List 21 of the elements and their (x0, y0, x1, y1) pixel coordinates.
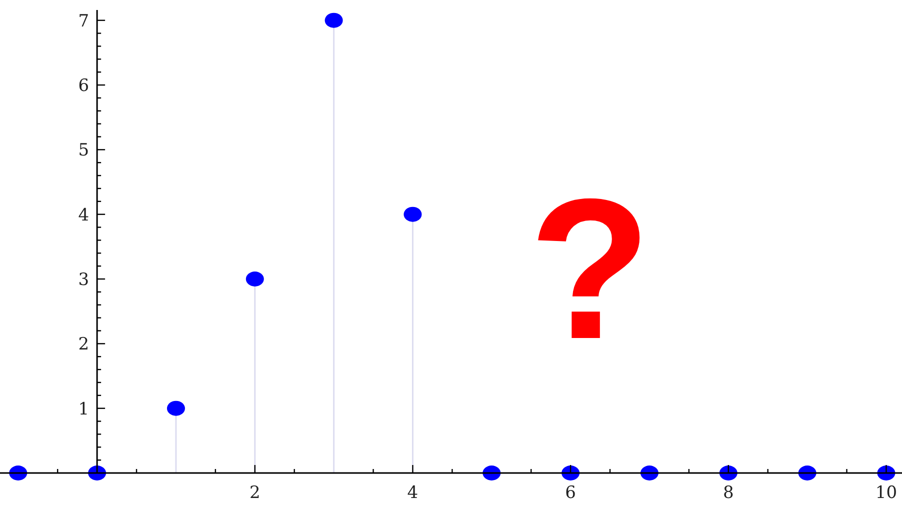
y-tick-label: 6 (78, 76, 90, 96)
point (482, 466, 501, 480)
y-tick-label: 4 (78, 205, 90, 226)
y-tick-label: 2 (78, 334, 90, 355)
x-tick-label: 2 (249, 483, 260, 503)
point (9, 466, 28, 480)
y-tick-label: 1 (78, 399, 90, 420)
x-tick-label: 6 (565, 483, 576, 503)
point (798, 466, 816, 480)
point (324, 12, 343, 28)
x-tick-label: 10 (875, 483, 898, 503)
x-tick-label: 4 (407, 483, 418, 503)
point (166, 400, 185, 416)
point (404, 206, 422, 222)
y-tick-label: 5 (78, 140, 90, 161)
annotation: ? (528, 158, 652, 381)
x-tick-label: 8 (722, 483, 734, 503)
y-tick-label: 3 (78, 270, 90, 290)
point (246, 272, 264, 287)
y-tick-label: 7 (78, 11, 90, 32)
point (640, 466, 658, 480)
